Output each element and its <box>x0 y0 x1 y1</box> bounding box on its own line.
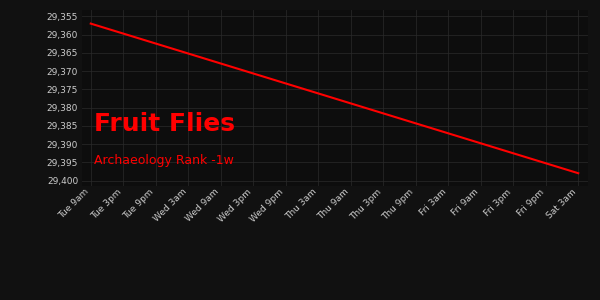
Text: Archaeology Rank -1w: Archaeology Rank -1w <box>94 154 233 167</box>
Text: Fruit Flies: Fruit Flies <box>94 112 235 136</box>
